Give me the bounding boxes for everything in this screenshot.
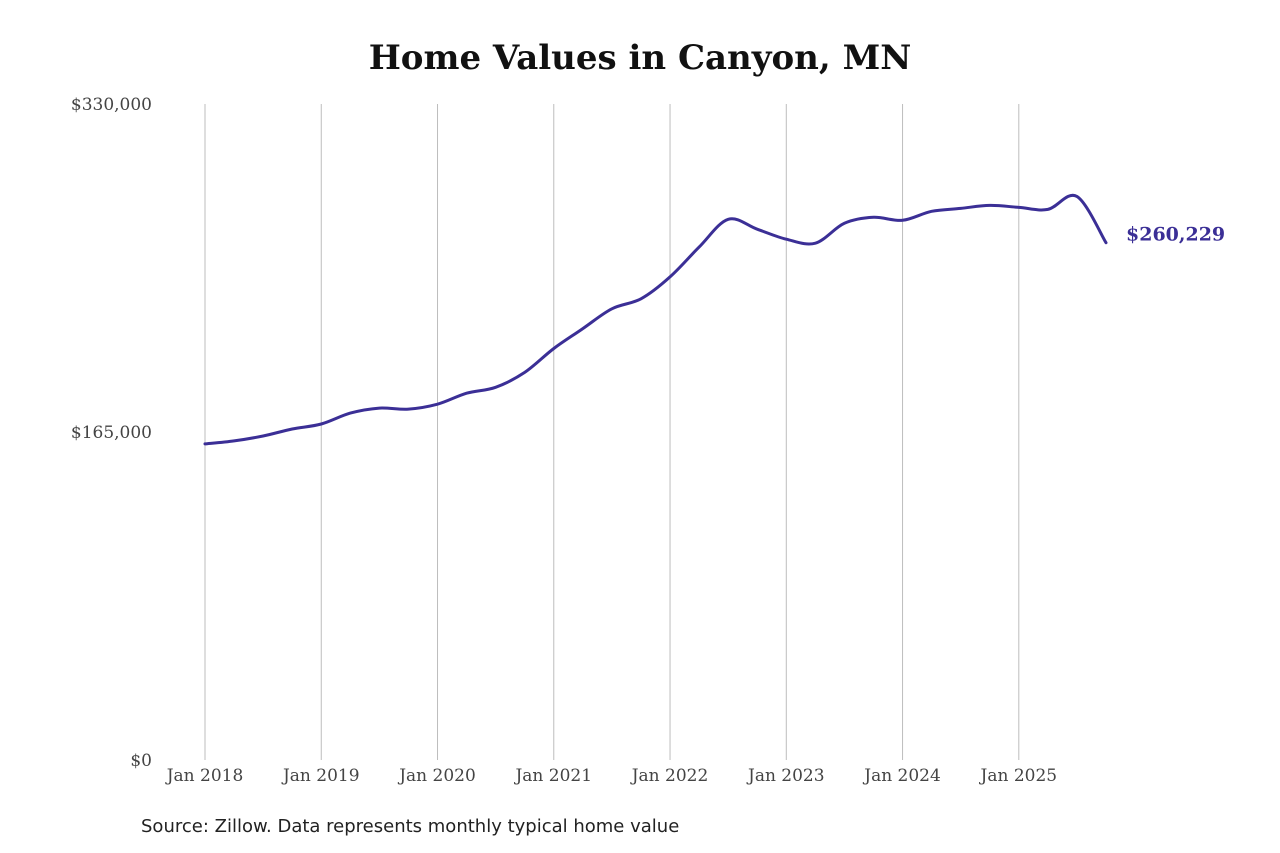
y-axis-tick-labels: $0 $165,000 $330,000 bbox=[71, 95, 152, 771]
vertical-gridlines bbox=[204, 104, 1020, 760]
y-tick-label: $0 bbox=[130, 751, 152, 771]
x-tick-label: Jan 2018 bbox=[165, 766, 244, 786]
x-axis-tick-labels: Jan 2018 Jan 2019 Jan 2020 Jan 2021 Jan 2022… bbox=[165, 766, 1057, 786]
x-tick-label: Jan 2021 bbox=[513, 766, 592, 786]
x-tick-label: Jan 2019 bbox=[281, 766, 360, 786]
y-tick-label: $165,000 bbox=[71, 423, 152, 443]
x-tick-label: Jan 2025 bbox=[979, 766, 1058, 786]
x-tick-label: Jan 2020 bbox=[397, 766, 476, 786]
chart-title: Home Values in Canyon, MN bbox=[368, 38, 912, 78]
x-tick-label: Jan 2022 bbox=[630, 766, 709, 786]
home-value-series-line bbox=[203, 193, 1108, 446]
y-tick-label: $330,000 bbox=[71, 95, 152, 115]
x-tick-label: Jan 2023 bbox=[746, 766, 825, 786]
source-note: Source: Zillow. Data represents monthly … bbox=[141, 816, 680, 837]
latest-value-label: $260,229 bbox=[1126, 224, 1225, 246]
x-tick-label: Jan 2024 bbox=[862, 766, 941, 786]
series-group bbox=[203, 193, 1108, 446]
